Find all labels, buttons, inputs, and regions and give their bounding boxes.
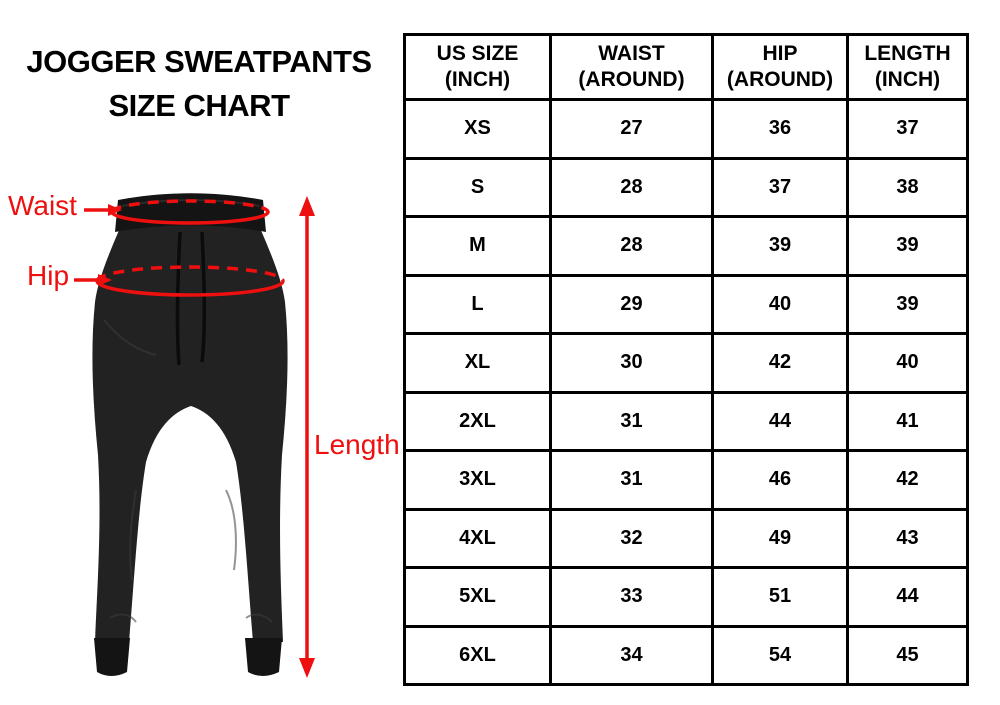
page-title: JOGGER SWEATPANTS SIZE CHART [0, 40, 398, 128]
cell-size: 6XL [406, 627, 549, 683]
column-header-waist: WAIST (AROUND) [552, 36, 711, 98]
cell-size: 5XL [406, 569, 549, 625]
header-line: (AROUND) [578, 68, 685, 91]
header-line: US SIZE [436, 42, 519, 65]
cell-size: L [406, 276, 549, 332]
drawstring-right [200, 231, 207, 363]
cell-length: 37 [849, 101, 966, 157]
cell-size: XS [406, 101, 549, 157]
jogger-pants-illustration [92, 193, 288, 676]
column-header-hip: HIP (AROUND) [714, 36, 846, 98]
cell-hip: 44 [714, 393, 846, 449]
pants-cuff-left [94, 638, 130, 676]
cell-hip: 42 [714, 335, 846, 391]
wrinkle-knee-right [245, 613, 273, 623]
size-chart-table: US SIZE (INCH) WAIST (AROUND) HIP (AROUN… [403, 33, 969, 686]
wrinkle-hip-left [103, 319, 157, 356]
cell-hip: 39 [714, 218, 846, 274]
cell-hip: 54 [714, 627, 846, 683]
header-line: (AROUND) [726, 68, 834, 91]
cell-size: 3XL [406, 452, 549, 508]
cell-length: 39 [849, 276, 966, 332]
cell-size: 4XL [406, 510, 549, 566]
cell-waist: 34 [552, 627, 711, 683]
cell-hip: 37 [714, 159, 846, 215]
column-header-us-size: US SIZE (INCH) [406, 36, 549, 98]
header-line: (INCH) [874, 68, 941, 91]
length-label: Length [314, 429, 400, 460]
header-line: LENGTH [864, 42, 951, 65]
cell-waist: 31 [552, 452, 711, 508]
cell-hip: 40 [714, 276, 846, 332]
cell-hip: 49 [714, 510, 846, 566]
cell-waist: 33 [552, 569, 711, 625]
cell-length: 40 [849, 335, 966, 391]
header-line: WAIST [598, 42, 665, 65]
cell-hip: 36 [714, 101, 846, 157]
cell-waist: 28 [552, 218, 711, 274]
pants-measurement-diagram: Waist Hip Length [0, 0, 405, 705]
cell-length: 42 [849, 452, 966, 508]
cell-length: 45 [849, 627, 966, 683]
page-title-line2: SIZE CHART [108, 88, 291, 123]
pants-cuff-right [245, 638, 282, 676]
wrinkle-thigh-right [225, 489, 237, 571]
cell-waist: 27 [552, 101, 711, 157]
header-line: HIP [762, 42, 798, 65]
header-line: (INCH) [444, 68, 511, 91]
drawstring-left [175, 231, 182, 366]
cell-length: 43 [849, 510, 966, 566]
cell-waist: 28 [552, 159, 711, 215]
column-header-length: LENGTH (INCH) [849, 36, 966, 98]
cell-waist: 31 [552, 393, 711, 449]
page-title-line1: JOGGER SWEATPANTS [26, 44, 372, 79]
cell-length: 39 [849, 218, 966, 274]
cell-size: M [406, 218, 549, 274]
cell-waist: 30 [552, 335, 711, 391]
cell-hip: 51 [714, 569, 846, 625]
cell-hip: 46 [714, 452, 846, 508]
cell-length: 44 [849, 569, 966, 625]
waist-label: Waist [8, 190, 77, 221]
pants-body [92, 221, 288, 642]
cell-waist: 29 [552, 276, 711, 332]
cell-length: 38 [849, 159, 966, 215]
hip-label: Hip [27, 260, 70, 291]
cell-size: XL [406, 335, 549, 391]
cell-size: S [406, 159, 549, 215]
wrinkle-thigh-left [129, 489, 137, 581]
cell-waist: 32 [552, 510, 711, 566]
cell-length: 41 [849, 393, 966, 449]
wrinkle-knee-left [109, 613, 137, 623]
cell-size: 2XL [406, 393, 549, 449]
